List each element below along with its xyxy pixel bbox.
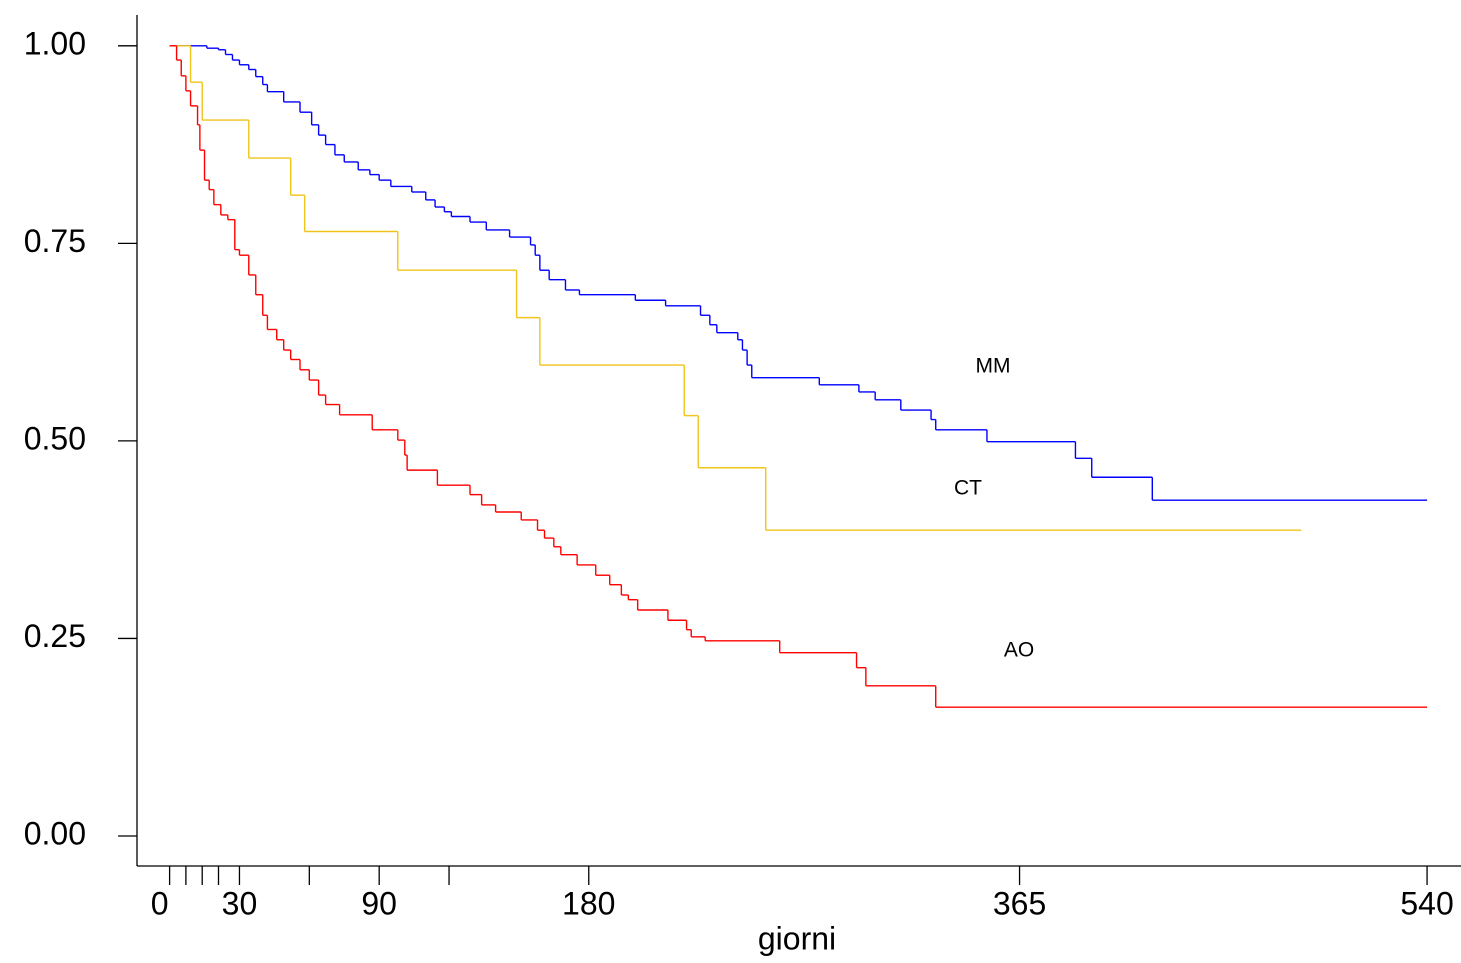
x-axis-title: giorni xyxy=(758,920,836,956)
y-tick-label: 0.50 xyxy=(24,420,86,456)
x-tick-label: 365 xyxy=(993,885,1046,921)
y-tick-label: 0.75 xyxy=(24,223,86,259)
series-label: MM xyxy=(976,355,1011,378)
series-label: CT xyxy=(954,477,982,500)
y-tick-label: 0.00 xyxy=(24,815,86,851)
x-tick-label: 540 xyxy=(1400,885,1453,921)
x-tick-label: 0 xyxy=(151,885,169,921)
x-tick-label: 90 xyxy=(361,885,397,921)
series-label: AO xyxy=(1004,639,1034,662)
y-tick-label: 0.25 xyxy=(24,618,86,654)
x-tick-label: 180 xyxy=(562,885,615,921)
y-tick-label: 1.00 xyxy=(24,25,86,61)
x-tick-label: 30 xyxy=(222,885,258,921)
